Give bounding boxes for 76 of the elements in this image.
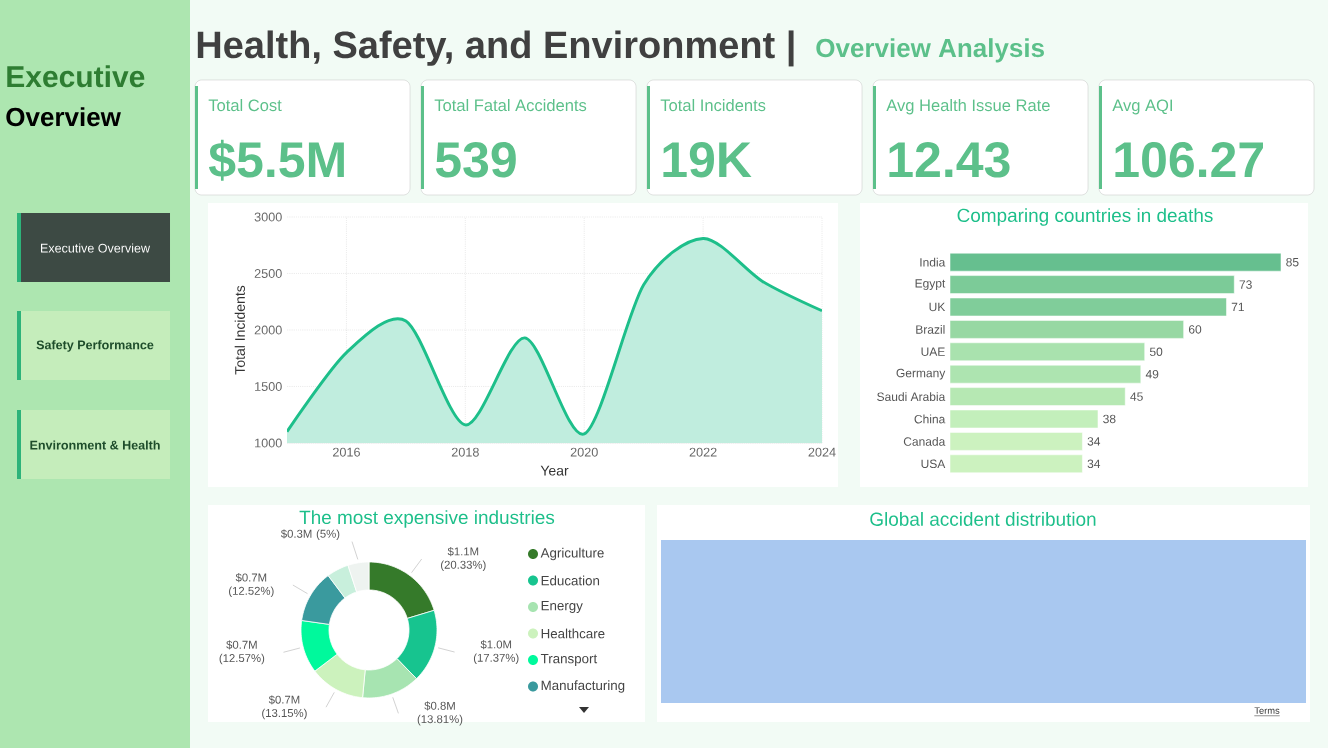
bar	[949, 387, 1126, 406]
data-label: 60	[1188, 325, 1202, 334]
chart-title: Comparing countries in deaths	[957, 208, 1213, 226]
y-tick-label: 1500	[255, 382, 282, 391]
data-label: $0.7M (12.52%)	[229, 573, 274, 598]
data-label: $0.7M (13.15%)	[262, 695, 307, 720]
data-label: $0.8M (13.81%)	[417, 701, 463, 726]
data-label: $1.1M (20.33%)	[441, 546, 486, 572]
data-label: 71	[1231, 302, 1244, 312]
x-tick-label: 2022	[689, 447, 717, 457]
text: Executive Overview	[41, 243, 151, 253]
text: Total Cost	[208, 99, 282, 112]
y-tick-label: Germany	[896, 368, 946, 380]
y-tick-label: Canada	[903, 436, 946, 446]
y-tick-label: Brazil	[916, 324, 945, 334]
bar	[949, 364, 1142, 384]
text: Global accident distribution	[870, 512, 1096, 526]
bar	[949, 275, 1235, 294]
x-tick-label: 2016	[332, 447, 360, 457]
y-axis-title: Total Incidents	[234, 285, 245, 375]
x-tick-label: 2020	[570, 447, 598, 457]
text: Health, Safety, and Environment |	[197, 30, 794, 67]
y-tick-label: 2500	[254, 269, 282, 278]
x-tick-label: 2024	[808, 447, 836, 457]
text: Overview	[6, 107, 121, 127]
data-label: 34	[1087, 437, 1101, 446]
text: Terms	[1254, 707, 1280, 714]
data-label: 38	[1103, 414, 1116, 424]
text: 539	[435, 142, 516, 178]
legend-label: Energy	[541, 601, 583, 613]
y-tick-label: 3000	[254, 212, 282, 222]
text: Environment & Health	[30, 440, 160, 450]
x-tick-label: 2018	[451, 447, 479, 457]
data-label: 73	[1239, 280, 1252, 289]
bar	[949, 454, 1083, 474]
bar	[949, 297, 1227, 317]
text: 19K	[663, 142, 752, 178]
text: Avg AQI	[1112, 99, 1173, 115]
legend-label: Education	[541, 575, 600, 586]
y-tick-label: 2000	[254, 325, 282, 335]
chart-title: The most expensive industries	[299, 510, 555, 528]
text: Avg Health Issue Rate	[886, 99, 1050, 115]
legend-label: Transport	[540, 654, 598, 666]
y-tick-label: UK	[929, 302, 946, 312]
data-label: 50	[1149, 347, 1163, 357]
text: Total Fatal Accidents	[434, 99, 587, 112]
data-label: 85	[1286, 257, 1299, 267]
text: $5.5M	[208, 139, 344, 181]
y-tick-label: USA	[921, 459, 946, 469]
legend-label: Manufacturing	[541, 680, 625, 693]
bar	[949, 252, 1282, 272]
bar	[949, 432, 1083, 451]
data-label: $0.3M (5%)	[280, 529, 340, 540]
y-tick-label: Egypt	[915, 279, 946, 290]
text: 12.43	[889, 142, 1010, 178]
legend-label: Agriculture	[540, 547, 604, 561]
y-tick-label: China	[914, 414, 946, 424]
data-label: 34	[1087, 459, 1101, 469]
y-tick-label: Saudi Arabia	[877, 392, 946, 401]
data-label: 49	[1145, 369, 1159, 379]
text: Overview Analysis	[816, 38, 1044, 63]
text: Total Incidents	[660, 99, 766, 112]
bar	[949, 342, 1145, 362]
y-tick-label: India	[920, 257, 946, 267]
y-tick-label: 1000	[255, 438, 282, 448]
text: Executive	[7, 65, 145, 88]
text: 106.27	[1115, 142, 1263, 178]
y-tick-label: UAE	[921, 347, 945, 356]
bar	[949, 320, 1184, 339]
bar	[949, 409, 1099, 429]
x-axis-title: Year	[540, 465, 569, 476]
legend-label: Healthcare	[541, 628, 605, 639]
data-label: 45	[1130, 392, 1143, 401]
data-label: $0.7M (12.57%)	[219, 640, 265, 665]
data-label: $1.0M (17.37%)	[473, 639, 519, 665]
text: Safety Performance	[36, 340, 154, 352]
